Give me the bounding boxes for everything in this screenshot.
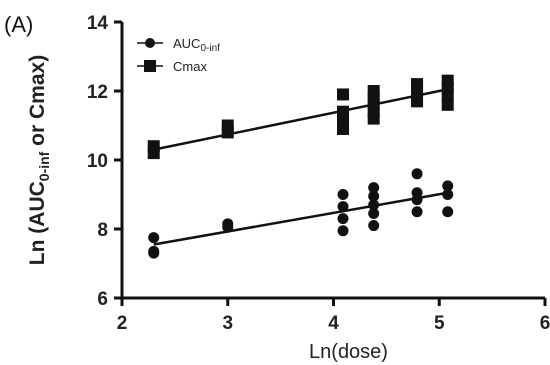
- data-point-auc: [411, 187, 423, 199]
- legend-marker-circle: [145, 38, 155, 48]
- data-point-auc: [411, 168, 423, 180]
- data-point-cmax: [337, 88, 350, 101]
- x-tick-label: 6: [540, 313, 550, 334]
- panel-label: (A): [4, 12, 34, 37]
- data-point-auc: [337, 189, 349, 200]
- trend-line-auc: [153, 191, 448, 246]
- y-tick-label: 8: [97, 220, 108, 241]
- x-axis-ticks: 2 3 4 5 6: [117, 298, 550, 334]
- data-point-cmax: [221, 126, 234, 139]
- data-point-auc: [148, 245, 160, 257]
- y-axis-ticks: 6 8 10 12 14: [87, 13, 122, 310]
- data-point-auc: [148, 232, 160, 244]
- legend-marker-square: [144, 60, 156, 72]
- data-point-cmax: [441, 74, 454, 87]
- data-point-auc: [442, 189, 454, 200]
- x-tick-label: 4: [328, 313, 339, 334]
- y-tick-label: 12: [87, 82, 108, 103]
- y-tick-label: 6: [97, 289, 108, 310]
- y-axis-title-sub: 0-inf: [36, 151, 52, 181]
- x-tick-label: 5: [434, 313, 445, 334]
- x-tick-label: 3: [222, 313, 233, 334]
- data-point-cmax: [441, 98, 454, 111]
- data-point-auc: [337, 213, 349, 225]
- data-point-auc: [368, 182, 380, 194]
- legend-label: Cmax: [173, 59, 207, 74]
- legend: AUC0-inf Cmax: [137, 36, 220, 74]
- data-point-auc: [411, 206, 423, 218]
- data-point-auc: [368, 220, 380, 232]
- y-axis-title: Ln (AUC0-inf or Cmax): [26, 55, 52, 265]
- data-point-cmax: [367, 85, 380, 97]
- legend-label: AUC0-inf: [173, 36, 220, 54]
- x-axis-title: Ln(dose): [309, 341, 388, 363]
- trend-lines: [153, 88, 448, 246]
- y-axis-title-tail: or Cmax): [26, 55, 49, 152]
- data-point-auc: [337, 201, 349, 213]
- data-point-cmax: [337, 105, 350, 118]
- data-markers: [147, 74, 454, 259]
- data-point-auc: [368, 207, 380, 219]
- y-axis-title-main: Ln (AUC: [26, 181, 49, 265]
- y-tick-label: 10: [87, 151, 108, 172]
- data-point-cmax: [337, 122, 350, 135]
- data-point-auc: [337, 225, 349, 237]
- data-point-auc: [368, 199, 380, 211]
- trend-line-cmax: [153, 88, 448, 151]
- data-point-cmax: [221, 119, 234, 132]
- y-tick-label: 14: [87, 13, 109, 34]
- x-tick-label: 2: [117, 313, 128, 334]
- data-point-cmax: [147, 140, 160, 153]
- data-point-auc: [442, 206, 454, 218]
- data-point-auc: [368, 190, 380, 202]
- data-point-auc: [222, 218, 234, 230]
- data-point-auc: [442, 180, 454, 192]
- data-point-cmax: [411, 78, 424, 91]
